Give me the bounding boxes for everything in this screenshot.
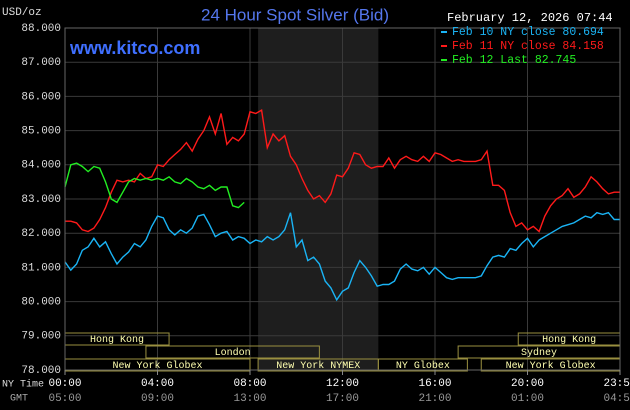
series-line xyxy=(64,211,620,302)
gmt-tick-label: 05:00 xyxy=(48,393,81,405)
x-tick-label: 23:59 xyxy=(603,378,630,390)
ny-time-label: NY Time xyxy=(2,379,44,391)
legend-label: Feb 12 Last 82.745 xyxy=(452,54,576,67)
y-tick-label: 80.000 xyxy=(21,297,61,309)
y-tick-label: 81.000 xyxy=(21,262,61,274)
y-tick-label: 83.000 xyxy=(21,194,61,206)
session-label: New York NYMEX xyxy=(276,360,360,372)
x-tick-label: 12:00 xyxy=(326,378,359,390)
gmt-tick-label: 09:00 xyxy=(141,393,174,405)
chart-title: 24 Hour Spot Silver (Bid) xyxy=(201,5,389,24)
y-tick-label: 84.000 xyxy=(21,160,61,172)
y-tick-label: 88.000 xyxy=(21,23,61,35)
gmt-label: GMT xyxy=(10,394,28,405)
unit-label: USD/oz xyxy=(2,7,42,19)
gmt-tick-label: 04:59 xyxy=(603,393,630,405)
session-label: New York Globex xyxy=(112,360,202,372)
series-line xyxy=(65,108,620,233)
session-label: Hong Kong xyxy=(542,335,596,346)
date-label: February 12, 2026 07:44 xyxy=(447,11,613,25)
x-tick-label: 04:00 xyxy=(141,378,174,390)
session-label: Sydney xyxy=(521,347,557,359)
site-label: www.kitco.com xyxy=(69,38,200,58)
x-tick-label: 08:00 xyxy=(233,378,266,390)
y-tick-label: 82.000 xyxy=(21,228,61,240)
gmt-tick-label: 13:00 xyxy=(233,393,266,405)
session-band xyxy=(377,358,468,372)
gmt-tick-label: 01:00 xyxy=(511,393,544,405)
session-label: Hong Kong xyxy=(90,335,144,346)
gmt-tick-label: 17:00 xyxy=(326,393,359,405)
legend-label: Feb 11 NY close 84.158 xyxy=(452,40,604,53)
x-tick-label: 00:00 xyxy=(48,378,81,390)
series-line xyxy=(64,162,245,209)
x-tick-label: 16:00 xyxy=(418,378,451,390)
y-tick-label: 79.000 xyxy=(21,331,61,343)
y-tick-label: 87.000 xyxy=(21,57,61,69)
legend-label: Feb 10 NY close 80.694 xyxy=(452,26,604,39)
x-tick-label: 20:00 xyxy=(511,378,544,390)
session-label: New York Globex xyxy=(506,360,596,372)
y-tick-label: 78.000 xyxy=(21,365,61,377)
session-label: NY Globex xyxy=(396,360,450,372)
y-tick-label: 86.000 xyxy=(21,91,61,103)
session-label: London xyxy=(215,347,251,359)
y-tick-label: 85.000 xyxy=(21,126,61,138)
gmt-tick-label: 21:00 xyxy=(418,393,451,405)
session-band xyxy=(145,345,320,359)
